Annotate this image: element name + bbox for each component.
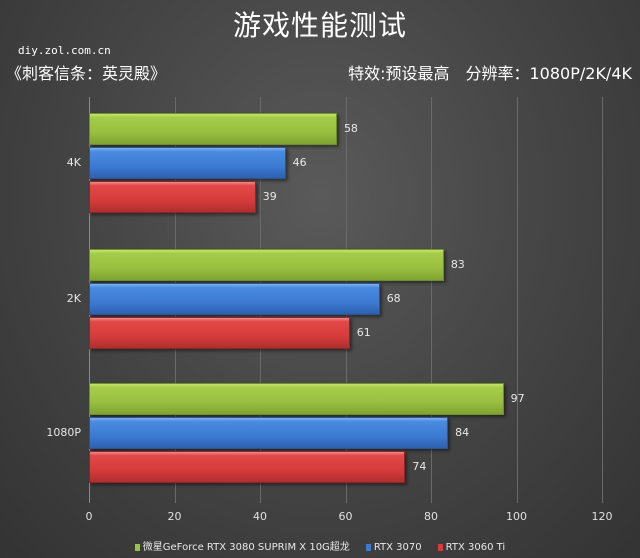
legend-label: RTX 3060 Ti xyxy=(445,542,506,553)
data-label: 46 xyxy=(292,156,307,169)
legend-item: 微星GeForce RTX 3080 SUPRIM X 10G超龙 xyxy=(134,538,350,553)
bar-1080p-series-1 xyxy=(89,383,504,415)
x-tick-label: 120 xyxy=(591,510,613,523)
data-label: 97 xyxy=(510,392,525,405)
legend-item: RTX 3060 Ti xyxy=(437,542,506,553)
data-label: 74 xyxy=(412,460,427,473)
data-label: 68 xyxy=(386,292,401,305)
bar-1080p-series-3 xyxy=(89,451,406,483)
gridline xyxy=(602,97,603,503)
bar-4k-series-2 xyxy=(89,147,286,179)
x-tick-label: 80 xyxy=(424,510,438,523)
bar-1080p-series-2 xyxy=(89,417,449,449)
gridline xyxy=(431,97,432,503)
legend-swatch-icon xyxy=(134,543,140,551)
bar-2k-series-1 xyxy=(89,249,444,281)
legend-item: RTX 3070 xyxy=(365,542,422,553)
chart-title: 游戏性能测试 xyxy=(232,9,407,42)
legend: 微星GeForce RTX 3080 SUPRIM X 10G超龙 RTX 307… xyxy=(0,538,640,553)
gridline xyxy=(517,97,518,503)
x-tick-label: 100 xyxy=(506,510,527,523)
legend-swatch-icon xyxy=(365,543,371,551)
bar-2k-series-2 xyxy=(89,283,380,315)
plot-area: 58 46 39 83 68 61 97 84 74 xyxy=(89,97,603,503)
category-label: 4K xyxy=(66,156,81,169)
data-label: 39 xyxy=(262,190,277,203)
test-settings: 特效:预设最高 分辨率：1080P/2K/4K xyxy=(348,64,632,83)
data-label: 61 xyxy=(356,326,371,339)
legend-swatch-icon xyxy=(437,543,443,551)
data-label: 58 xyxy=(343,122,358,135)
bar-4k-series-1 xyxy=(89,113,337,145)
x-tick-label: 20 xyxy=(167,510,182,523)
legend-label: RTX 3070 xyxy=(373,542,422,553)
data-label: 84 xyxy=(455,426,470,439)
bar-2k-series-3 xyxy=(89,317,350,349)
site-watermark: diy.zol.com.cn xyxy=(18,44,111,57)
game-title: 《刺客信条：英灵殿》 xyxy=(6,64,167,83)
x-tick-label: 0 xyxy=(85,510,93,523)
category-label: 1080P xyxy=(46,426,81,439)
category-label: 2K xyxy=(66,292,81,305)
x-tick-label: 40 xyxy=(253,510,267,523)
x-tick-label: 60 xyxy=(338,510,353,523)
legend-label: 微星GeForce RTX 3080 SUPRIM X 10G超龙 xyxy=(142,542,350,553)
data-label: 83 xyxy=(450,258,465,271)
bar-4k-series-3 xyxy=(89,181,256,213)
